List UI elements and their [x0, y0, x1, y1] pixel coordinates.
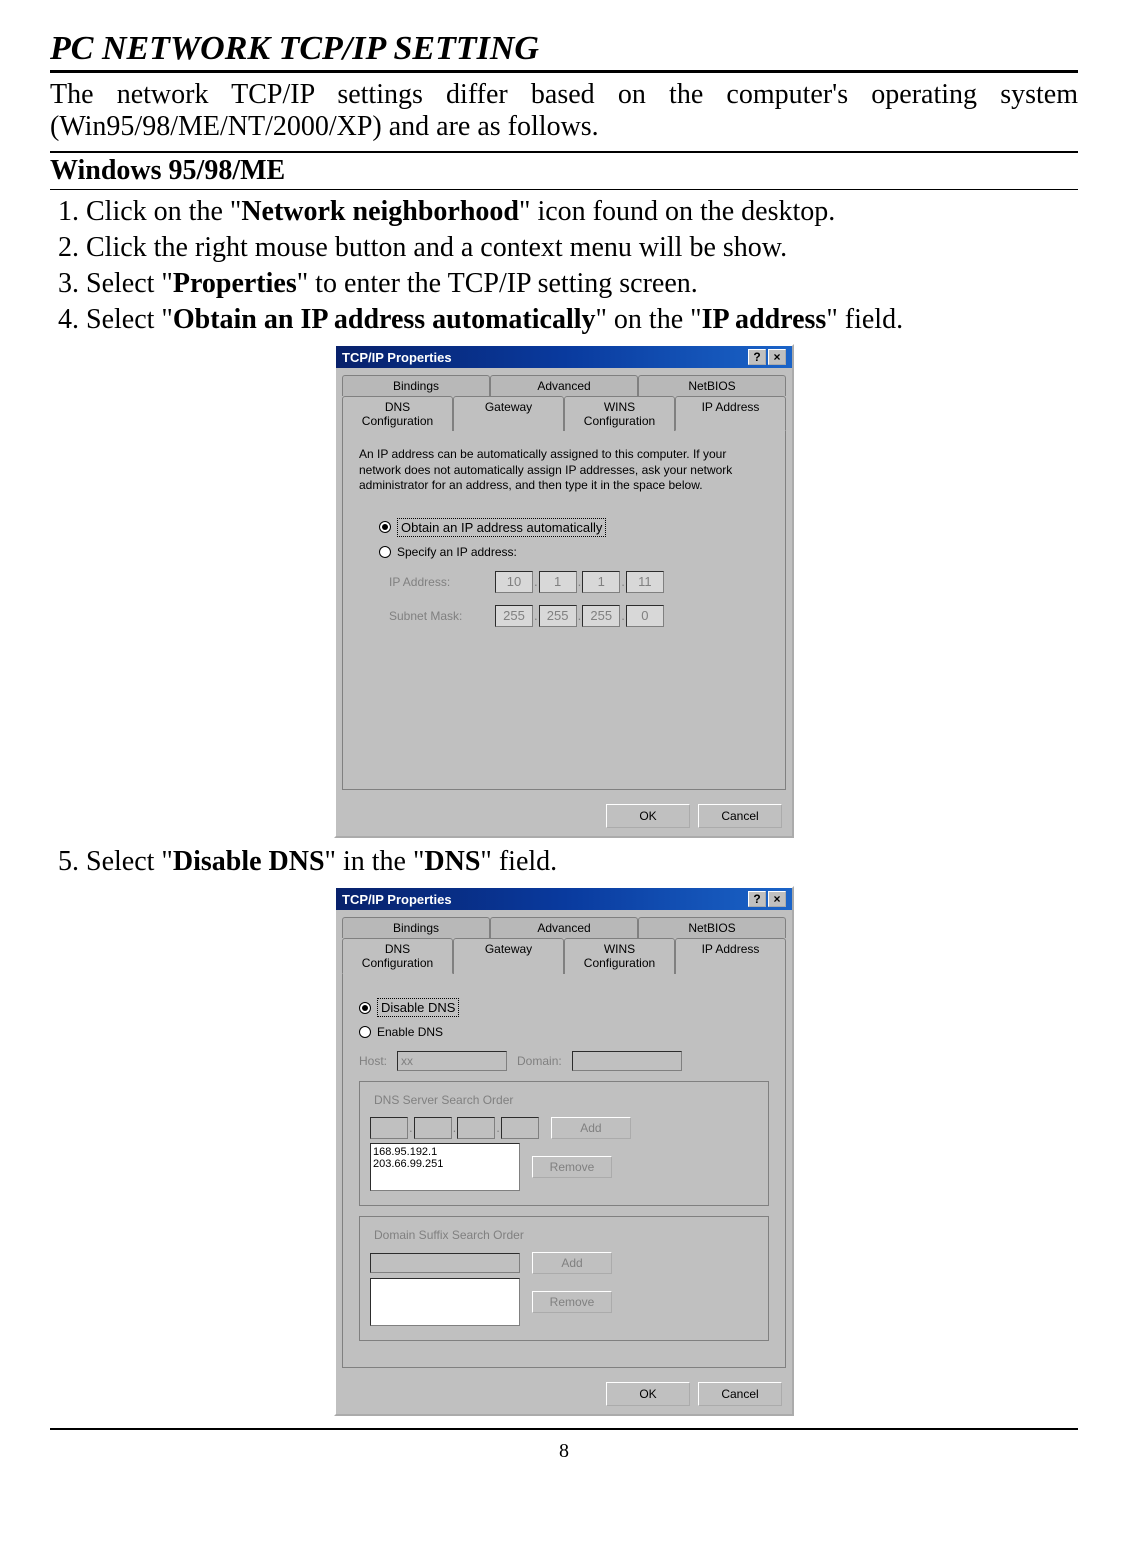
remove-button[interactable]: Remove — [532, 1156, 612, 1178]
ip-input[interactable]: 10. 1. 1. 11 — [495, 571, 664, 593]
tab-advanced[interactable]: Advanced — [490, 375, 638, 396]
suffix-listbox[interactable] — [370, 1278, 520, 1326]
tab-ipaddress[interactable]: IP Address — [675, 396, 786, 431]
footer-rule — [50, 1428, 1078, 1430]
tab-gateway[interactable]: Gateway — [453, 396, 564, 431]
tab-netbios[interactable]: NetBIOS — [638, 375, 786, 396]
dialog-title: TCP/IP Properties — [342, 892, 452, 907]
tcpip-dialog-dns: TCP/IP Properties ? × Bindings Advanced … — [334, 886, 794, 1416]
tab-dns[interactable]: DNS Configuration — [342, 938, 453, 974]
tab-ipaddress[interactable]: IP Address — [675, 938, 786, 974]
close-icon[interactable]: × — [768, 891, 786, 907]
steps-list: Click on the "Network neighborhood" icon… — [50, 196, 1078, 336]
help-icon[interactable]: ? — [748, 891, 766, 907]
mask-input[interactable]: 255. 255. 255. 0 — [495, 605, 664, 627]
step-1: Click on the "Network neighborhood" icon… — [86, 196, 1078, 228]
dialog-description: An IP address can be automatically assig… — [359, 447, 769, 494]
domain-suffix-group: Domain Suffix Search Order Add Remove — [359, 1216, 769, 1341]
step-4: Select "Obtain an IP address automatical… — [86, 304, 1078, 336]
titlebar: TCP/IP Properties ? × — [336, 888, 792, 910]
tab-bindings[interactable]: Bindings — [342, 917, 490, 938]
tab-gateway[interactable]: Gateway — [453, 938, 564, 974]
host-input[interactable] — [397, 1051, 507, 1071]
ok-button[interactable]: OK — [606, 1382, 690, 1406]
host-label: Host: — [359, 1054, 387, 1068]
tab-netbios[interactable]: NetBIOS — [638, 917, 786, 938]
radio-specify[interactable] — [379, 546, 391, 558]
add-button[interactable]: Add — [532, 1252, 612, 1274]
mask-label: Subnet Mask: — [389, 609, 479, 623]
steps-list-2: Select "Disable DNS" in the "DNS" field. — [50, 846, 1078, 878]
close-icon[interactable]: × — [768, 349, 786, 365]
ok-button[interactable]: OK — [606, 804, 690, 828]
tab-advanced[interactable]: Advanced — [490, 917, 638, 938]
ip-label: IP Address: — [389, 575, 479, 589]
tcpip-dialog-ipaddress: TCP/IP Properties ? × Bindings Advanced … — [334, 344, 794, 838]
suffix-input[interactable] — [370, 1253, 520, 1273]
tab-wins[interactable]: WINS Configuration — [564, 396, 675, 431]
step-5: Select "Disable DNS" in the "DNS" field. — [86, 846, 1078, 878]
dns-listbox[interactable]: 168.95.192.1 203.66.99.251 — [370, 1143, 520, 1191]
add-button[interactable]: Add — [551, 1117, 631, 1139]
titlebar: TCP/IP Properties ? × — [336, 346, 792, 368]
dns-server-group: DNS Server Search Order . . . Add 168.95… — [359, 1081, 769, 1206]
step-3: Select "Properties" to enter the TCP/IP … — [86, 268, 1078, 300]
help-icon[interactable]: ? — [748, 349, 766, 365]
radio-auto-label: Obtain an IP address automatically — [397, 518, 606, 537]
subheading: Windows 95/98/ME — [50, 151, 1078, 190]
page-number: 8 — [50, 1440, 1078, 1463]
dns-ip-input[interactable]: . . . — [370, 1117, 539, 1139]
intro-text: The network TCP/IP settings differ based… — [50, 79, 1078, 143]
tab-bindings[interactable]: Bindings — [342, 375, 490, 396]
cancel-button[interactable]: Cancel — [698, 1382, 782, 1406]
radio-auto[interactable] — [379, 521, 391, 533]
domain-label: Domain: — [517, 1054, 562, 1068]
radio-enable-dns-label: Enable DNS — [377, 1025, 443, 1039]
domain-input[interactable] — [572, 1051, 682, 1071]
tab-wins[interactable]: WINS Configuration — [564, 938, 675, 974]
page-title: PC NETWORK TCP/IP SETTING — [50, 30, 1078, 73]
cancel-button[interactable]: Cancel — [698, 804, 782, 828]
radio-disable-dns[interactable] — [359, 1002, 371, 1014]
remove-button[interactable]: Remove — [532, 1291, 612, 1313]
radio-disable-dns-label: Disable DNS — [377, 998, 459, 1017]
radio-enable-dns[interactable] — [359, 1026, 371, 1038]
tab-dns[interactable]: DNS Configuration — [342, 396, 453, 431]
dialog-title: TCP/IP Properties — [342, 350, 452, 365]
step-2: Click the right mouse button and a conte… — [86, 232, 1078, 264]
radio-specify-label: Specify an IP address: — [397, 545, 517, 559]
